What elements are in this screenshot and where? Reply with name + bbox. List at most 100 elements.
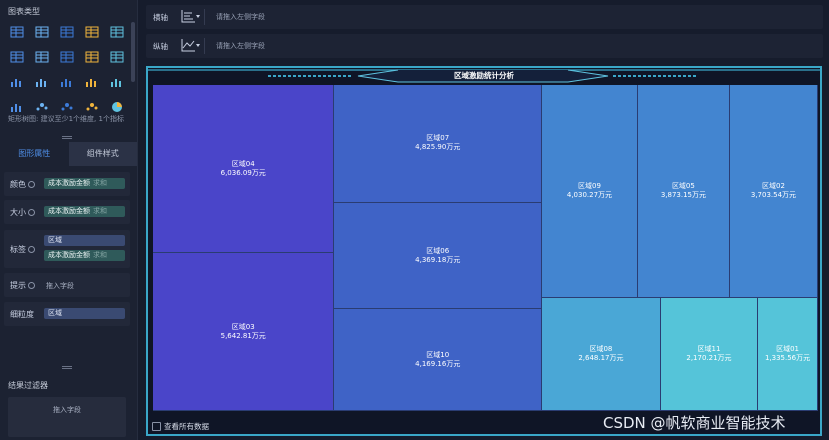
combo-bar-icon[interactable]: [106, 47, 128, 67]
map-icon[interactable]: [56, 47, 78, 67]
label-label: 标签: [10, 245, 26, 254]
tile-name: 区域11: [697, 345, 721, 353]
settings-icon[interactable]: [28, 209, 35, 216]
tile-value: 5,642.81万元: [220, 331, 266, 340]
label-field-chip-region[interactable]: 区域: [44, 235, 125, 246]
left-panel: 图表类型 矩形树图: 建议至少1个维度, 1个指标 图形属性 组件样式 颜色 成…: [0, 0, 138, 440]
table-icon[interactable]: [6, 22, 28, 42]
bar-chart-icon[interactable]: [6, 72, 28, 92]
tab-graphic-attributes[interactable]: 图形属性: [0, 142, 69, 166]
tile-value: 4,030.27万元: [566, 191, 613, 200]
chevron-down-icon[interactable]: [196, 15, 200, 18]
x-axis-drop-zone[interactable]: 请拖入左侧字段: [216, 13, 265, 21]
tile-name: 区域10: [426, 350, 450, 359]
tile-name: 区域04: [231, 159, 255, 168]
stacked-bar-icon[interactable]: [31, 72, 53, 92]
tile-name: 区域09: [578, 182, 601, 191]
granularity-property-row[interactable]: 细粒度 区域: [4, 302, 130, 326]
y-axis-type-icon[interactable]: [180, 38, 196, 52]
treemap-tile[interactable]: 区域04 6,036.09万元: [153, 85, 335, 254]
multi-line-icon[interactable]: [81, 72, 103, 92]
tile-value: 4,169.16万元: [415, 359, 461, 368]
scatter-icon[interactable]: [56, 97, 78, 117]
tile-name: 区域01: [776, 345, 799, 353]
chart-header-decoration: [148, 69, 820, 83]
chart-hint: 矩形树图: 建议至少1个维度, 1个指标: [8, 115, 124, 123]
y-axis-bar[interactable]: 纵轴 请拖入左侧字段: [146, 34, 823, 58]
settings-icon[interactable]: [28, 181, 35, 188]
granularity-label: 细粒度: [10, 310, 34, 319]
kpi-card-icon[interactable]: [106, 22, 128, 42]
tile-name: 区域05: [671, 182, 695, 191]
x-axis-label: 横轴: [153, 13, 168, 22]
chart-title: 区域激励统计分析: [454, 71, 514, 80]
settings-icon[interactable]: [28, 246, 35, 253]
pie-chart-icon[interactable]: [106, 97, 128, 117]
color-property-row[interactable]: 颜色 成本激励金额 求和: [4, 172, 130, 196]
tile-name: 区域02: [762, 182, 785, 191]
see-all-label: 查看所有数据: [164, 422, 209, 431]
tile-value: 2,170.21万元: [686, 354, 732, 362]
tooltip-property-row[interactable]: 提示 拖入字段: [4, 273, 130, 297]
tab-component-style[interactable]: 组件样式: [68, 142, 137, 166]
color-label: 颜色: [10, 180, 26, 189]
tooltip-drop-zone[interactable]: 拖入字段: [46, 282, 74, 290]
tile-name: 区域08: [589, 345, 613, 353]
chart-type-scrollbar[interactable]: [131, 22, 135, 82]
granularity-field-chip[interactable]: 区域: [44, 308, 125, 319]
treemap-tile[interactable]: 区域06 4,369.18万元: [334, 202, 543, 310]
y-axis-drop-zone[interactable]: 请拖入左侧字段: [216, 42, 265, 50]
tile-value: 1,335.56万元: [764, 354, 811, 362]
treemap-tile[interactable]: 区域01 1,335.56万元: [758, 298, 818, 411]
color-table-icon[interactable]: [81, 22, 103, 42]
treemap-tile[interactable]: 区域05 3,873.15万元: [637, 85, 730, 299]
treemap-tile[interactable]: 区域11 2,170.21万元: [660, 298, 759, 411]
label-property-row[interactable]: 标签 区域 成本激励金额 求和: [4, 230, 130, 268]
property-tabs: 图形属性 组件样式: [0, 142, 137, 166]
treemap-tile[interactable]: 区域08 2,648.17万元: [542, 298, 661, 411]
resize-handle-icon[interactable]: [62, 136, 72, 139]
tile-name: 区域03: [231, 322, 255, 331]
scatter-matrix-icon[interactable]: [81, 47, 103, 67]
result-filter-title: 结果过滤器: [8, 381, 48, 390]
detail-table-icon[interactable]: [56, 22, 78, 42]
tooltip-label: 提示: [10, 281, 26, 290]
x-axis-type-icon[interactable]: [180, 9, 196, 23]
color-field-chip[interactable]: 成本激励金额 求和: [44, 178, 125, 189]
tile-value: 3,873.15万元: [660, 191, 706, 200]
chevron-down-icon[interactable]: [196, 44, 200, 47]
settings-icon[interactable]: [28, 282, 35, 289]
chart-type-title: 图表类型: [8, 7, 40, 16]
result-filter-drop-zone[interactable]: 拖入字段: [8, 397, 126, 437]
treemap-tile[interactable]: 区域07 4,825.90万元: [334, 85, 543, 203]
bubble-icon[interactable]: [81, 97, 103, 117]
tile-value: 6,036.09万元: [220, 168, 266, 177]
treemap-tile[interactable]: 区域03 5,642.81万元: [153, 253, 335, 411]
size-field-chip[interactable]: 成本激励金额 求和: [44, 206, 125, 217]
tile-value: 4,825.90万元: [415, 143, 461, 152]
see-all-checkbox[interactable]: [152, 422, 161, 431]
radar-icon[interactable]: [6, 97, 28, 117]
treemap-tile[interactable]: 区域09 4,030.27万元: [542, 85, 638, 299]
tile-value: 2,648.17万元: [578, 354, 624, 362]
size-label: 大小: [10, 208, 26, 217]
chart-type-grid: [6, 22, 130, 119]
label-field-chip-amount[interactable]: 成本激励金额 求和: [44, 250, 125, 261]
tile-name: 区域06: [426, 246, 450, 255]
tile-value: 4,369.18万元: [415, 255, 461, 264]
treemap-tile[interactable]: 区域02 3,703.54万元: [729, 85, 818, 299]
treemap: 区域04 6,036.09万元 区域03 5,642.81万元 区域07 4,825.90…: [153, 85, 818, 411]
grouped-table-icon[interactable]: [6, 47, 28, 67]
tile-value: 3,703.54万元: [750, 191, 797, 200]
resize-handle-icon[interactable]: [62, 366, 72, 369]
treemap-tile[interactable]: 区域10 4,169.16万元: [334, 309, 543, 411]
see-all-data[interactable]: 查看所有数据: [152, 421, 209, 432]
cross-table-icon[interactable]: [31, 22, 53, 42]
dual-axis-icon[interactable]: [106, 72, 128, 92]
ranking-table-icon[interactable]: [31, 47, 53, 67]
line-area-icon[interactable]: [56, 72, 78, 92]
area-chart-icon[interactable]: [31, 97, 53, 117]
watermark: CSDN @帆软商业智能技术: [603, 414, 786, 432]
size-property-row[interactable]: 大小 成本激励金额 求和: [4, 200, 130, 224]
x-axis-bar[interactable]: 横轴 请拖入左侧字段: [146, 5, 823, 29]
